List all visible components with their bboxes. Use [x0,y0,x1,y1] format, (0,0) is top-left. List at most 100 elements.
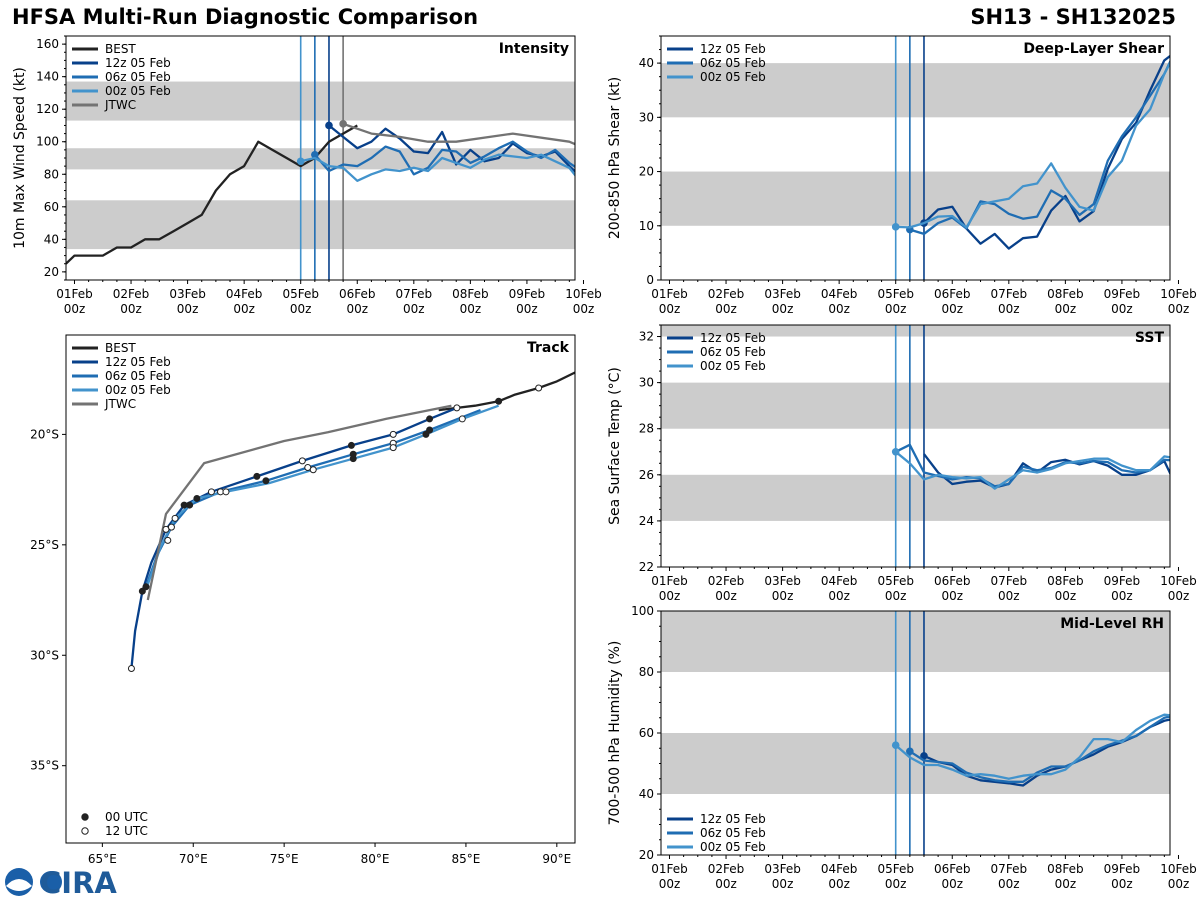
axes-frame [65,334,576,844]
x-tick-label-hour: 00z [346,302,368,316]
series-line-best [438,371,575,412]
x-tick-label-hour: 00z [998,877,1020,891]
init-marker-12z-05-feb [325,121,333,130]
x-tick-label-day: 05Feb [282,287,319,301]
legend-label-12z-05-feb: 12z 05 Feb [700,812,766,826]
fix-marker-00utc [253,472,261,480]
cira-logo-text: CIRA [40,866,117,900]
x-tick-label: 65°E [88,852,117,866]
x-tick-label-day: 04Feb [821,574,858,588]
y-tick-label: 10 [639,219,654,233]
x-tick-label-hour: 00z [120,302,142,316]
x-tick-label-hour: 00z [659,589,681,603]
series-line-00z-05-feb [895,60,1170,229]
x-tick-label-hour: 00z [1168,302,1190,316]
shade-band [66,81,575,121]
panel-title: Deep-Layer Shear [1023,41,1164,57]
fix-marker-12utc [535,384,543,392]
x-tick-label-day: 07Feb [991,574,1028,588]
x-tick-label-hour: 00z [715,589,737,603]
fix-marker-00utc [347,441,355,449]
x-tick-label-hour: 00z [659,877,681,891]
fix-marker-00utc [422,430,430,438]
init-marker-00z-05-feb [296,157,305,166]
y-tick-label: 100 [631,604,654,618]
panel-sst: 22242628303201Feb00z02Feb00z03Feb00z04Fe… [607,324,1197,603]
legend-label-12z-05-feb: 12z 05 Feb [700,331,766,345]
x-tick-label-hour: 00z [772,589,794,603]
fix-marker-00utc [426,415,434,423]
series-line-jtwc [342,122,575,146]
fix-marker-00utc [193,494,201,502]
y-tick-label: 40 [639,787,654,801]
x-tick-label-hour: 00z [885,302,907,316]
shade-band [661,611,1170,672]
x-tick-label-hour: 00z [1168,589,1190,603]
series-line-00z-05-feb [894,450,1170,490]
init-marker-06z-05-feb [906,747,914,756]
series-line-12z-05-feb [923,54,1170,250]
x-tick-label-hour: 00z [772,877,794,891]
series-line-06z-05-feb [909,715,1170,783]
panel-title: Intensity [499,41,569,57]
plot-area-track [127,371,575,673]
legend-marker-00utc [81,813,89,821]
x-tick-label-hour: 00z [885,877,907,891]
x-tick-label-day: 02Feb [708,574,745,588]
x-tick-label-day: 09Feb [1104,574,1141,588]
shade-band [661,382,1170,429]
x-tick-label-hour: 00z [1111,302,1133,316]
y-tick-label: 40 [639,56,654,70]
x-tick-label-day: 07Feb [991,862,1028,876]
x-tick-label-day: 03Feb [169,287,206,301]
y-tick-label: 20°S [30,427,59,441]
legend-label-12z-05-feb: 12z 05 Feb [105,56,171,70]
x-tick-label-day: 09Feb [509,287,546,301]
x-tick-label-day: 02Feb [708,862,745,876]
chart-panels: 2040608010012014016001Feb00z02Feb00z03Fe… [12,35,1197,891]
y-tick-label: 80 [639,665,654,679]
legend-label-12z-05-feb: 12z 05 Feb [700,42,766,56]
x-tick-label-day: 05Feb [877,862,914,876]
x-tick-label-hour: 00z [233,302,255,316]
fix-marker-12utc [309,466,317,474]
x-tick-label-day: 08Feb [1047,574,1084,588]
legend-label-06z-05-feb: 06z 05 Feb [700,826,766,840]
panel-title: SST [1135,330,1165,346]
fix-marker-12utc [453,404,461,412]
x-tick-label-hour: 00z [64,302,86,316]
fix-marker-12utc [164,536,172,544]
x-tick-label-day: 09Feb [1104,287,1141,301]
fix-marker-12utc [298,457,306,465]
y-axis-label: 10m Max Wind Speed (kt) [12,67,28,249]
x-tick-label-day: 02Feb [113,287,150,301]
y-axis-label: Sea Surface Temp (°C) [607,367,623,525]
x-tick-label-day: 01Feb [651,574,688,588]
legend-label-06z-05-feb: 06z 05 Feb [700,56,766,70]
y-tick-label: 22 [639,560,654,574]
shade-band [661,171,1170,226]
x-tick-label: 90°E [542,852,571,866]
x-tick-label-day: 03Feb [764,574,801,588]
legend-label-best: BEST [105,42,136,56]
fix-marker-12utc [458,415,466,423]
y-tick-label: 25°S [30,538,59,552]
y-tick-label: 120 [36,102,59,116]
series-line-best [66,124,358,265]
x-tick-label-hour: 00z [659,302,681,316]
plot-area-sst [661,325,1170,567]
x-tick-label: 80°E [361,852,390,866]
x-tick-label-hour: 00z [1055,589,1077,603]
plot-area-rh [661,611,1170,855]
fix-marker-00utc [262,477,270,485]
init-marker-00z-05-feb [891,741,900,749]
fix-marker-12utc [127,665,135,673]
y-tick-label: 24 [639,514,654,528]
x-tick-label-hour: 00z [1055,302,1077,316]
y-tick-label: 80 [44,167,59,181]
shade-band [66,148,575,170]
plot-area-intensity [66,36,575,280]
x-tick-label-day: 04Feb [821,862,858,876]
figure-title: HFSA Multi-Run Diagnostic Comparison [12,5,479,29]
y-tick-label: 30 [639,376,654,390]
